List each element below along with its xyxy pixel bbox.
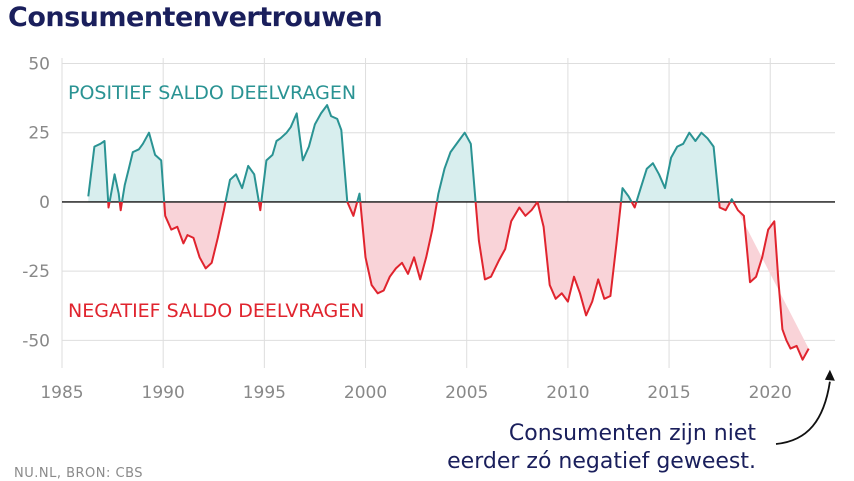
negative-area-11 <box>360 202 437 293</box>
x-tick-label-1995: 1995 <box>243 383 286 403</box>
annotation-arrowhead <box>825 370 835 381</box>
x-tick-label-2000: 2000 <box>344 383 387 403</box>
negative-line-7 <box>259 202 261 210</box>
annotation-line-1: Consumenten zijn niet <box>447 420 756 448</box>
annotation-line-2: eerder zó negatief geweest. <box>447 448 756 476</box>
y-tick-label-50: 50 <box>28 55 50 75</box>
positive-area-6 <box>226 166 259 202</box>
positive-area-8 <box>261 105 347 202</box>
x-tick-label-1985: 1985 <box>40 383 83 403</box>
y-tick-label-0: 0 <box>39 193 50 213</box>
x-tick-label-2010: 2010 <box>546 383 589 403</box>
x-tick-label-1990: 1990 <box>142 383 185 403</box>
negative-line-3 <box>120 202 122 210</box>
positive-area-label: POSITIEF SALDO DEELVRAGEN <box>68 82 356 104</box>
negative-line-1 <box>108 202 109 208</box>
x-tick-label-2015: 2015 <box>647 383 690 403</box>
chart-annotation: Consumenten zijn niet eerder zó negatief… <box>447 420 756 476</box>
source-credit: NU.NL, BRON: CBS <box>14 466 143 481</box>
x-tick-label-2020: 2020 <box>749 383 792 403</box>
negative-area-15 <box>538 202 622 316</box>
x-tick-label-2005: 2005 <box>445 383 488 403</box>
negative-area-5 <box>164 202 225 269</box>
y-tick-label--50: -50 <box>22 331 50 351</box>
y-tick-label--25: -25 <box>22 262 50 282</box>
y-tick-label-25: 25 <box>28 124 50 144</box>
negative-area-label: NEGATIEF SALDO DEELVRAGEN <box>68 300 364 322</box>
